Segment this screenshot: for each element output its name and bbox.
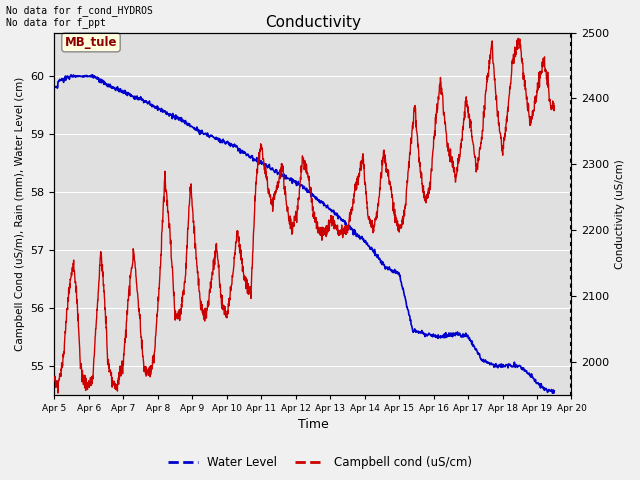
Text: No data for f_cond_HYDROS
No data for f_ppt: No data for f_cond_HYDROS No data for f_… <box>6 5 153 28</box>
Y-axis label: Conductivity (uS/cm): Conductivity (uS/cm) <box>615 159 625 269</box>
Text: MB_tule: MB_tule <box>65 36 117 49</box>
Legend: Water Level, Campbell cond (uS/cm): Water Level, Campbell cond (uS/cm) <box>163 452 477 474</box>
Y-axis label: Campbell Cond (uS/m), Rain (mm), Water Level (cm): Campbell Cond (uS/m), Rain (mm), Water L… <box>15 77 25 351</box>
Title: Conductivity: Conductivity <box>265 15 361 30</box>
X-axis label: Time: Time <box>298 419 328 432</box>
